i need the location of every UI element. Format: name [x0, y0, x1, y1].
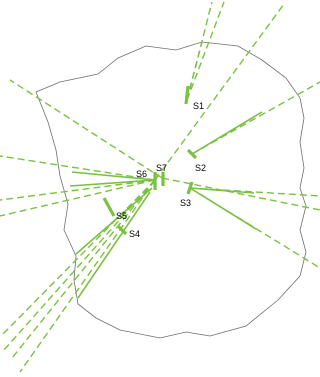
s4-marker: [116, 224, 128, 236]
central-rays: [0, 3, 320, 373]
s4-label: S4: [129, 229, 140, 239]
station-labels: S1 S2 S3 S4 S5 S6 S7: [116, 101, 206, 239]
s1-label: S1: [193, 101, 204, 111]
s3-label: S3: [180, 198, 191, 208]
s2-label: S2: [195, 163, 206, 173]
s2-marker: [186, 148, 198, 160]
s5-marker: [102, 197, 116, 217]
s6-label: S6: [136, 169, 147, 179]
s7-label: S7: [156, 163, 167, 173]
s1-marker: [184, 85, 190, 105]
s3-marker: [186, 181, 194, 195]
s5-label: S5: [116, 211, 127, 221]
station-markers: [102, 85, 198, 236]
region-outline: [35, 41, 307, 339]
s1-rays: [186, 1, 225, 101]
s2-rays: [191, 81, 320, 155]
